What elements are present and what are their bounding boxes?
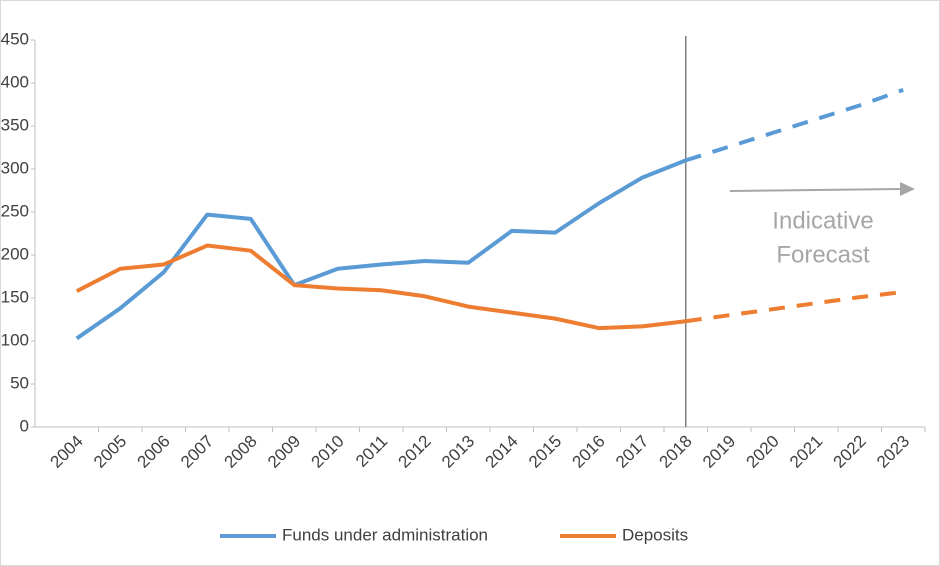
y-tick-label: 350 xyxy=(1,115,29,134)
y-tick-label: 50 xyxy=(10,373,29,392)
y-tick-label: 450 xyxy=(1,29,29,48)
forecast-arrow-head xyxy=(900,182,915,196)
y-tick-label: 400 xyxy=(1,72,29,91)
y-tick-label: 200 xyxy=(1,244,29,263)
y-tick-label: 150 xyxy=(1,287,29,306)
forecast-arrow xyxy=(729,188,906,192)
legend-label: Deposits xyxy=(622,525,688,544)
legend-label: Funds under administration xyxy=(282,525,488,544)
annotation: Forecast xyxy=(776,241,870,268)
forecast-line xyxy=(685,289,904,324)
line xyxy=(75,243,686,331)
line xyxy=(75,158,687,341)
y-tick-label: 300 xyxy=(1,158,29,177)
y-tick-label: 0 xyxy=(20,416,29,435)
forecast-line xyxy=(685,87,904,163)
y-tick-label: 250 xyxy=(1,201,29,220)
annotation: Indicative xyxy=(772,207,873,234)
y-tick-label: 100 xyxy=(1,330,29,349)
